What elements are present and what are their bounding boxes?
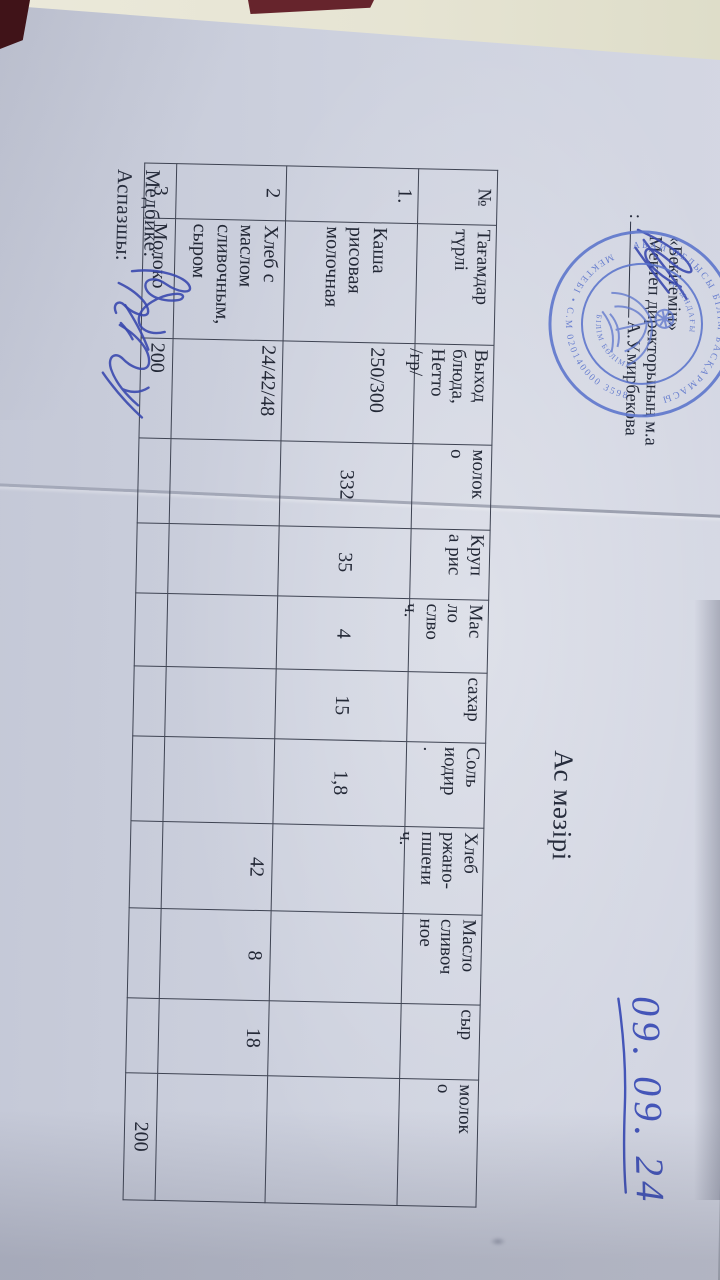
cell-value (162, 736, 275, 824)
col-header-salt: Соль иодир . (418, 746, 484, 796)
date-underline (617, 997, 627, 1194)
cell-value: 332 (279, 440, 413, 529)
dish-output: 250/300 (280, 340, 416, 444)
cell-value (137, 437, 171, 524)
stamp-emblem (601, 291, 675, 366)
col-header-milk: молок о (446, 448, 490, 500)
stamp-inner-arc-bottom-text: БІЛІМ БӨЛІМІ (591, 308, 633, 375)
cell-value (132, 665, 167, 737)
cell-value (129, 820, 163, 909)
table-row: 1. Каша рисовая молочная 250/300 332 35 … (264, 165, 419, 1206)
aspazshy-signature (101, 281, 151, 419)
cell-value (127, 907, 162, 999)
dish-name: Каша рисовая молочная (283, 220, 418, 344)
cell-value: 200 (123, 1072, 158, 1201)
col-header-rice: Круп а рис (444, 533, 488, 577)
cell-value (135, 522, 170, 594)
aspazshy-label: Аспазшы: (111, 168, 138, 262)
round-stamp: АБАЙ ОБЛЫСЫ БІЛІМ БАСҚАРМАСЫ МЕКТЕБІ • С… (548, 225, 720, 418)
cell-value (134, 592, 168, 667)
cell-value (269, 910, 404, 1004)
handwritten-date-text: 09. 09. 24 (623, 995, 674, 1207)
col-header-sugar: сахар (462, 677, 485, 722)
svg-text:БІЛІМ БӨЛІМІ: БІЛІМ БӨЛІМІ (591, 308, 633, 375)
cell-value (125, 997, 160, 1074)
col-header-cheese: сыр (455, 1009, 478, 1041)
cell-value: 35 (277, 525, 412, 599)
cell-value: 18 (157, 998, 270, 1076)
col-header-bread: Хлеб ржано- пшени ч. (395, 830, 482, 890)
cell-value: 1,8 (272, 738, 407, 827)
cell-value: 42 (161, 821, 273, 911)
svg-text:АТЫНДАҒЫ: АТЫНДАҒЫ (667, 276, 700, 338)
medbike-label: Медбике: (139, 169, 166, 258)
cell-value (130, 735, 165, 822)
col-header-butter: Мас ло слво ч. (400, 602, 487, 641)
cell-value (264, 1075, 400, 1206)
col-header-number: № (473, 188, 495, 207)
paper-smudge (490, 1237, 506, 1246)
cell-value: 8 (159, 908, 272, 1001)
col-header-output: Выход блюда, Нетто /гр/ (405, 347, 492, 405)
row-number: 1. (285, 165, 419, 224)
cell-value (169, 438, 281, 526)
col-header-milk2: молок о (433, 1083, 477, 1135)
page-title: Ас мәзірі (546, 750, 580, 861)
cell-value: 4 (276, 595, 410, 672)
row-number: 2 (175, 163, 287, 221)
cell-value (155, 1073, 268, 1203)
cell-value (166, 593, 278, 669)
cell-value: 15 (274, 668, 409, 742)
stamp-inner-arc-top-text: АТЫНДАҒЫ (667, 276, 700, 338)
cell-value (164, 666, 277, 739)
col-header-cream-butter: Масло сливоч ное (414, 918, 480, 975)
col-header-dish: Тағамдар түрлі (450, 228, 494, 306)
handwritten-date: 09. 09. 24 (614, 996, 674, 1207)
cell-value (267, 1000, 402, 1079)
cell-value (271, 823, 405, 914)
cell-value (167, 523, 280, 596)
